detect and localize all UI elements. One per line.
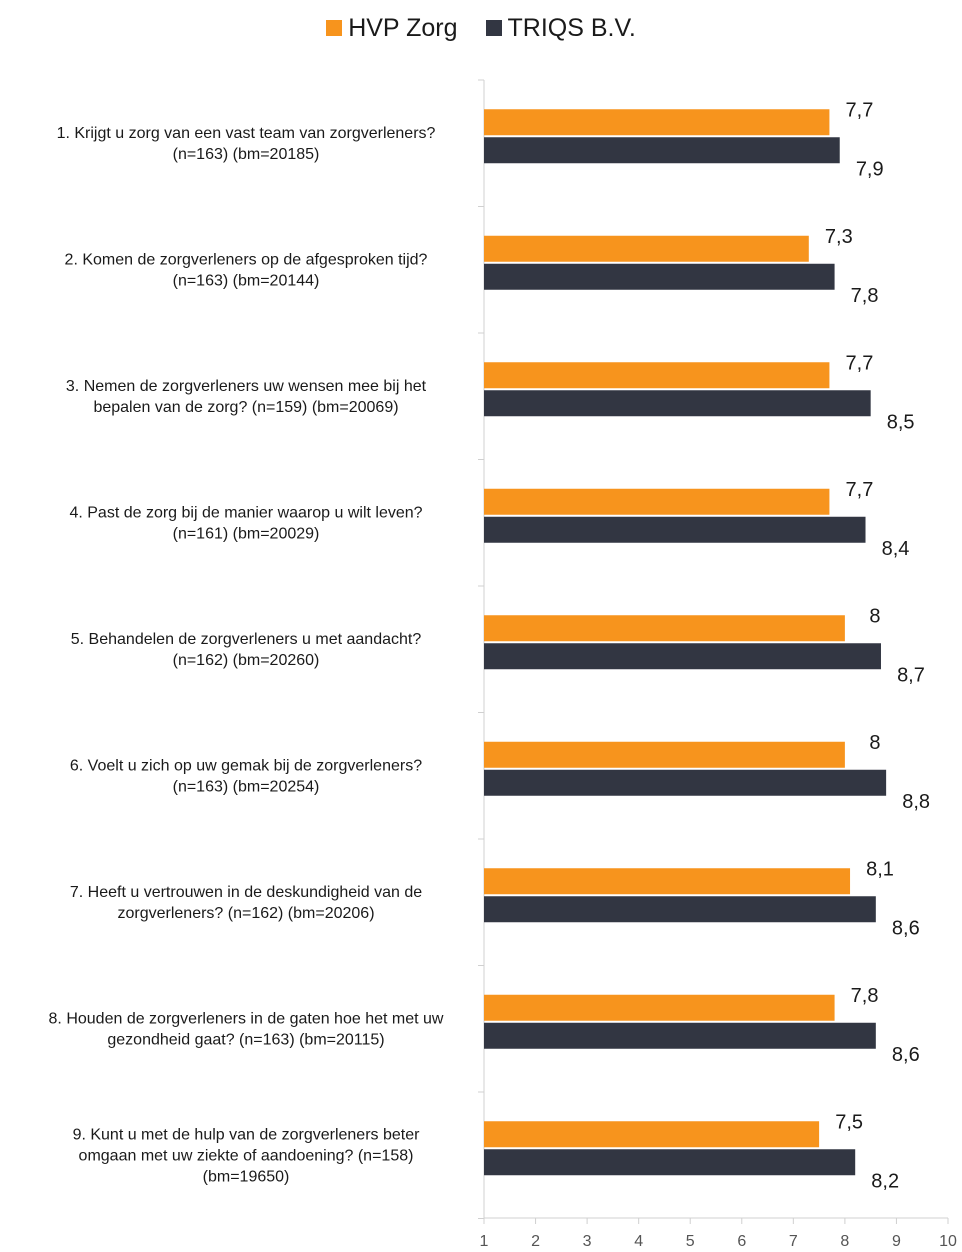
bar-triqs-6 bbox=[484, 769, 887, 796]
data-label-hvp-zorg-1: 7,7 bbox=[846, 99, 874, 121]
bar-hvp-zorg-8 bbox=[484, 994, 835, 1021]
category-label-line: 6. Voelt u zich op uw gemak bij de zorgv… bbox=[70, 757, 422, 774]
category-label-line: (bm=19650) bbox=[203, 1168, 290, 1185]
category-label-line: 1. Krijgt u zorg van een vast team van z… bbox=[57, 125, 436, 142]
data-label-hvp-zorg-2: 7,3 bbox=[825, 226, 853, 248]
category-label-line: 4. Past de zorg bij de manier waarop u w… bbox=[69, 504, 422, 521]
x-tick-label: 9 bbox=[892, 1233, 901, 1250]
category-label-line: (n=163) (bm=20185) bbox=[173, 146, 320, 163]
bar-triqs-4 bbox=[484, 516, 866, 543]
data-label-triqs-4: 8,4 bbox=[882, 538, 910, 560]
bar-hvp-zorg-5 bbox=[484, 615, 845, 642]
bar-triqs-1 bbox=[484, 137, 840, 164]
bar-triqs-2 bbox=[484, 263, 835, 290]
category-label-line: 8. Houden de zorgverleners in de gaten h… bbox=[49, 1010, 444, 1027]
data-label-hvp-zorg-8: 7,8 bbox=[851, 985, 879, 1007]
category-label-line: (n=162) (bm=20260) bbox=[173, 652, 320, 669]
category-label-line: 5. Behandelen de zorgverleners u met aan… bbox=[71, 631, 422, 648]
legend-swatch-triqs bbox=[485, 20, 502, 36]
x-tick-label: 1 bbox=[480, 1233, 489, 1250]
bar-hvp-zorg-7 bbox=[484, 868, 851, 895]
data-label-hvp-zorg-7: 8,1 bbox=[866, 858, 894, 880]
category-label-line: 7. Heeft u vertrouwen in de deskundighei… bbox=[70, 884, 422, 901]
category-label-1: 1. Krijgt u zorg van een vast team van z… bbox=[57, 125, 436, 163]
data-label-triqs-9: 8,2 bbox=[871, 1170, 899, 1192]
category-label-7: 7. Heeft u vertrouwen in de deskundighei… bbox=[70, 884, 422, 922]
category-label-line: gezondheid gaat? (n=163) (bm=20115) bbox=[107, 1031, 384, 1048]
category-label-line: 3. Nemen de zorgverleners uw wensen mee … bbox=[66, 378, 427, 395]
bar-hvp-zorg-6 bbox=[484, 741, 845, 768]
bar-triqs-7 bbox=[484, 896, 876, 923]
category-label-line: (n=161) (bm=20029) bbox=[173, 525, 320, 542]
data-label-triqs-7: 8,6 bbox=[892, 917, 920, 939]
legend-label-hvp-zorg: HVP Zorg bbox=[348, 13, 458, 42]
data-label-triqs-6: 8,8 bbox=[902, 791, 930, 813]
bar-hvp-zorg-2 bbox=[484, 235, 809, 262]
data-label-triqs-5: 8,7 bbox=[897, 664, 925, 686]
data-label-hvp-zorg-4: 7,7 bbox=[846, 479, 874, 501]
category-label-line: bepalen van de zorg? (n=159) (bm=20069) bbox=[93, 399, 398, 416]
data-label-triqs-3: 8,5 bbox=[887, 411, 915, 433]
data-label-triqs-8: 8,6 bbox=[892, 1044, 920, 1066]
bar-triqs-3 bbox=[484, 390, 871, 417]
data-label-hvp-zorg-6: 8 bbox=[869, 732, 880, 754]
x-tick-label: 4 bbox=[634, 1233, 643, 1250]
category-label-6: 6. Voelt u zich op uw gemak bij de zorgv… bbox=[70, 757, 422, 795]
bar-hvp-zorg-9 bbox=[484, 1121, 820, 1148]
bar-hvp-zorg-4 bbox=[484, 488, 830, 515]
data-label-triqs-1: 7,9 bbox=[856, 158, 884, 180]
data-label-hvp-zorg-9: 7,5 bbox=[835, 1111, 863, 1133]
category-label-3: 3. Nemen de zorgverleners uw wensen mee … bbox=[66, 378, 427, 416]
bar-hvp-zorg-1 bbox=[484, 109, 830, 136]
category-label-line: 2. Komen de zorgverleners op de afgespro… bbox=[65, 251, 428, 268]
x-tick-label: 5 bbox=[686, 1233, 695, 1250]
category-label-line: zorgverleners? (n=162) (bm=20206) bbox=[117, 905, 374, 922]
category-label-9: 9. Kunt u met de hulp van de zorgverlene… bbox=[73, 1126, 421, 1185]
legend: HVP Zorg TRIQS B.V. bbox=[0, 8, 962, 48]
legend-swatch-hvp-zorg bbox=[326, 20, 343, 36]
legend-label-triqs: TRIQS B.V. bbox=[507, 13, 636, 42]
x-tick-label: 2 bbox=[531, 1233, 540, 1250]
data-label-triqs-2: 7,8 bbox=[851, 285, 879, 307]
x-tick-label: 8 bbox=[840, 1233, 849, 1250]
data-label-hvp-zorg-5: 8 bbox=[869, 605, 880, 627]
bar-hvp-zorg-3 bbox=[484, 362, 830, 389]
bar-triqs-5 bbox=[484, 643, 881, 670]
x-tick-label: 10 bbox=[939, 1233, 957, 1250]
bar-triqs-9 bbox=[484, 1149, 856, 1176]
category-label-line: (n=163) (bm=20254) bbox=[173, 778, 320, 795]
category-label-4: 4. Past de zorg bij de manier waarop u w… bbox=[69, 504, 422, 542]
category-label-2: 2. Komen de zorgverleners op de afgespro… bbox=[65, 251, 428, 289]
category-label-5: 5. Behandelen de zorgverleners u met aan… bbox=[71, 631, 422, 669]
category-label-line: (n=163) (bm=20144) bbox=[173, 272, 320, 289]
category-label-8: 8. Houden de zorgverleners in de gaten h… bbox=[49, 1010, 444, 1048]
x-tick-label: 3 bbox=[583, 1233, 592, 1250]
legend-item-triqs: TRIQS B.V. bbox=[485, 13, 636, 43]
legend-item-hvp-zorg: HVP Zorg bbox=[326, 13, 458, 43]
x-tick-label: 7 bbox=[789, 1233, 798, 1250]
data-label-hvp-zorg-3: 7,7 bbox=[846, 352, 874, 374]
category-label-line: omgaan met uw ziekte of aandoening? (n=1… bbox=[79, 1147, 414, 1164]
bar-triqs-8 bbox=[484, 1022, 876, 1049]
category-label-line: 9. Kunt u met de hulp van de zorgverlene… bbox=[73, 1126, 421, 1143]
x-tick-label: 6 bbox=[737, 1233, 746, 1250]
